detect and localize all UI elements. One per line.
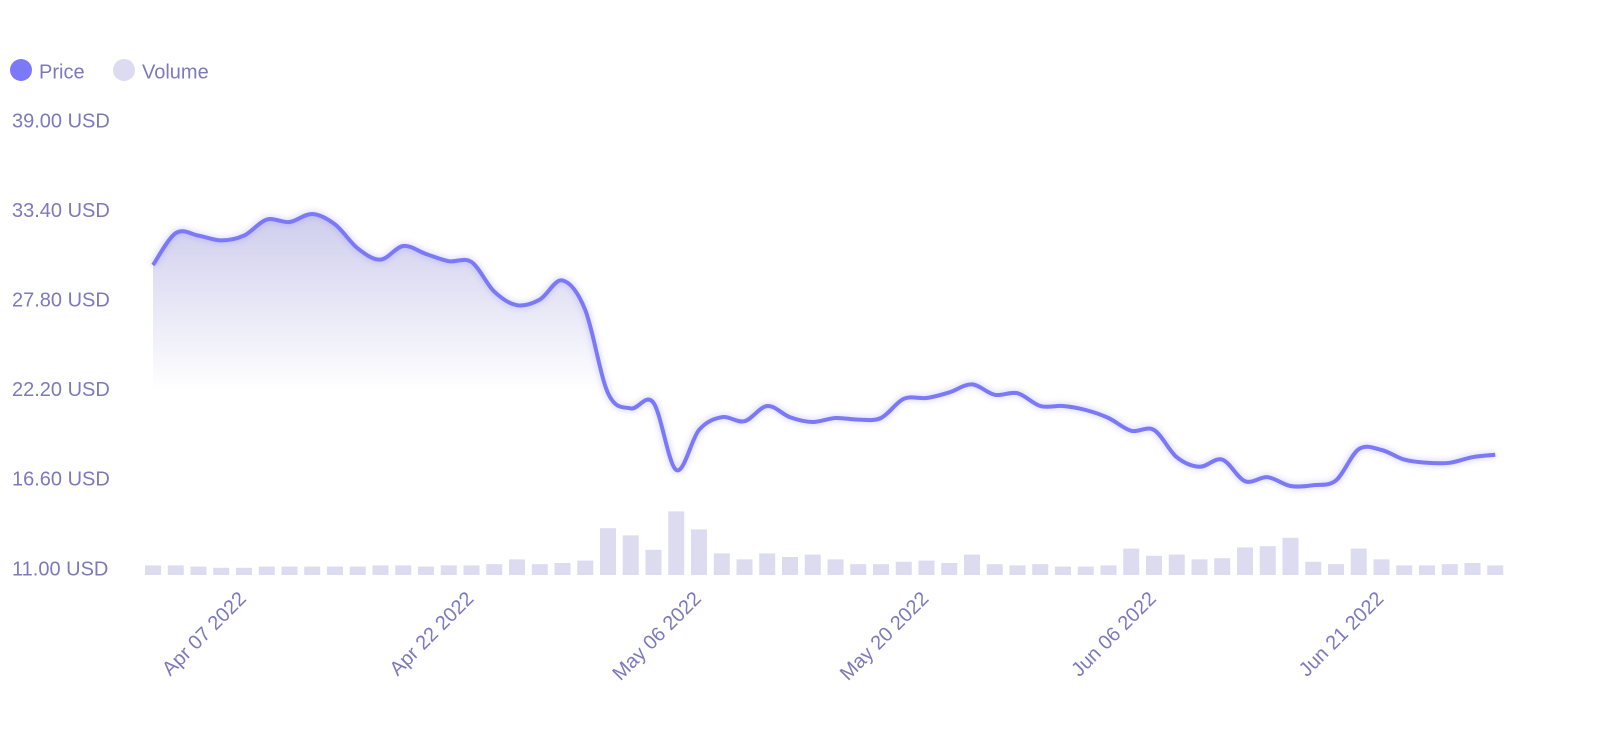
volume-bar — [349, 566, 366, 575]
x-tick-label: Jun 06 2022 — [1067, 588, 1160, 681]
volume-bar — [236, 567, 252, 575]
legend-label: Price — [39, 61, 85, 83]
y-tick-label: 16.60 USD — [12, 469, 110, 491]
y-tick-label: 33.40 USD — [12, 200, 110, 222]
volume-bar — [1077, 566, 1094, 575]
volume-bar — [145, 565, 161, 575]
legend-swatch — [113, 59, 135, 81]
y-tick-label: 27.80 USD — [12, 289, 110, 311]
legend-label: Volume — [142, 61, 209, 83]
volume-bar — [304, 566, 321, 575]
volume-bar — [418, 566, 434, 575]
legend-swatch — [10, 59, 32, 81]
volume-bar — [1419, 565, 1435, 575]
x-tick-label: Jun 21 2022 — [1295, 588, 1388, 681]
x-tick-label: May 06 2022 — [608, 588, 705, 685]
volume-bar — [167, 565, 184, 575]
volume-bar — [1396, 565, 1413, 575]
volume-bar — [372, 565, 389, 575]
volume-bar — [213, 567, 230, 575]
y-tick-label: 39.00 USD — [12, 110, 110, 132]
volume-bar — [463, 565, 480, 575]
volume-bar — [1009, 565, 1026, 575]
y-tick-label: 22.20 USD — [12, 379, 110, 401]
volume-bar — [1055, 566, 1071, 575]
x-tick-label: Apr 22 2022 — [386, 588, 479, 681]
volume-bar — [190, 566, 207, 575]
x-tick-label: Apr 07 2022 — [158, 588, 251, 681]
volume-bar — [327, 566, 343, 575]
volume-bar — [281, 566, 298, 575]
price-area — [153, 213, 1496, 570]
volume-bar — [1487, 565, 1504, 575]
price-line — [151, 212, 1496, 489]
volume-bar — [395, 565, 412, 575]
y-tick-label: 11.00 USD — [12, 558, 108, 580]
volume-bar — [440, 565, 457, 575]
x-tick-label: May 20 2022 — [836, 588, 933, 685]
volume-bar — [1100, 565, 1117, 575]
volume-bar — [258, 566, 275, 575]
